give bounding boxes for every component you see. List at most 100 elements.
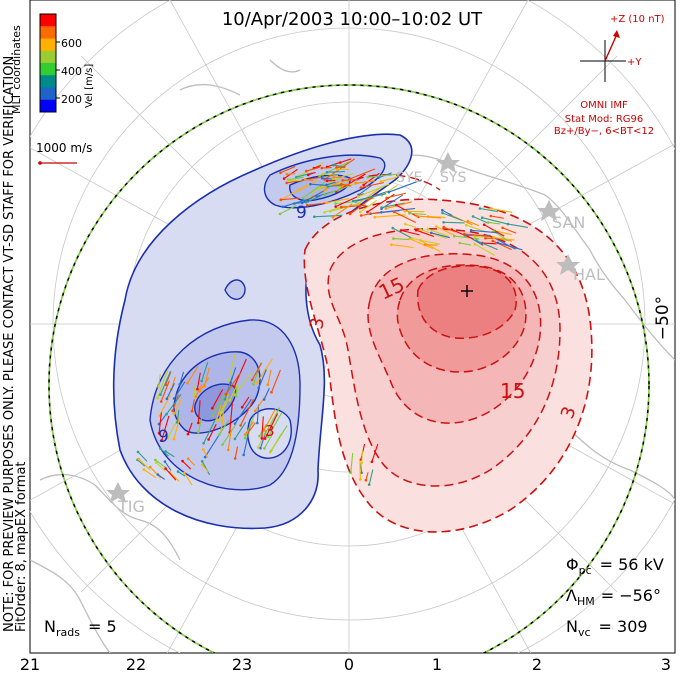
- velocity-vector-origin: [164, 467, 167, 470]
- velocity-vector: [280, 197, 300, 201]
- velocity-vector-origin: [176, 470, 180, 473]
- velocity-vector-origin: [480, 216, 484, 219]
- velocity-vector: [388, 179, 423, 193]
- velocity-vector: [202, 449, 209, 459]
- velocity-vector-origin: [426, 227, 430, 231]
- velocity-vector-origin: [156, 396, 159, 400]
- velocity-vector: [218, 419, 230, 436]
- velocity-vector: [158, 412, 162, 434]
- velocity-vector-origin: [489, 207, 493, 210]
- velocity-vector-origin: [243, 433, 247, 436]
- velocity-vector-origin: [358, 210, 362, 214]
- velocity-vector: [431, 232, 450, 239]
- velocity-vector-origin: [255, 421, 259, 425]
- vector-scale-arrow: [38, 161, 77, 165]
- velocity-vector-origin: [211, 406, 214, 410]
- velocity-vector: [220, 410, 225, 430]
- velocity-vector: [149, 466, 162, 479]
- velocity-vector-origin: [357, 195, 360, 198]
- velocity-vector: [257, 434, 265, 448]
- velocity-vector-origin: [215, 417, 218, 421]
- velocity-vector-origin: [253, 409, 257, 413]
- velocity-vector: [296, 172, 313, 178]
- velocity-vector: [492, 240, 512, 251]
- velocity-vector: [261, 416, 264, 439]
- velocity-vector-origin: [301, 196, 305, 200]
- velocity-vector: [297, 180, 319, 192]
- velocity-vector-origin: [392, 210, 396, 214]
- velocity-vector-origin: [366, 175, 370, 179]
- velocity-vector-origin: [186, 432, 190, 436]
- velocity-vector-origin: [351, 199, 355, 203]
- velocity-vector: [490, 207, 513, 213]
- velocity-vector-origin: [266, 383, 270, 387]
- velocity-vector-origin: [354, 181, 357, 185]
- velocity-vector: [165, 468, 177, 481]
- colorbar-segment: [40, 87, 56, 101]
- velocity-vector-origin: [323, 193, 327, 197]
- velocity-vector: [324, 185, 350, 196]
- velocity-vector-origin: [257, 386, 261, 390]
- velocity-vector-origin: [325, 170, 329, 174]
- velocity-vector-origin: [391, 226, 395, 230]
- velocity-vector: [436, 226, 455, 236]
- velocity-vector-origin: [323, 211, 326, 214]
- velocity-vector: [154, 459, 167, 469]
- velocity-vector: [183, 472, 193, 486]
- velocity-vector-origin: [234, 394, 238, 398]
- mlt-tick: 3: [661, 655, 671, 674]
- velocity-vector-origin: [227, 379, 230, 382]
- velocity-vector: [319, 161, 351, 177]
- velocity-vector-origin: [279, 171, 282, 175]
- velocity-vector-origin: [403, 209, 407, 213]
- velocity-vector-origin: [279, 198, 283, 201]
- velocity-vector: [322, 177, 332, 180]
- hm-boundary-green: [48, 84, 650, 653]
- velocity-vector: [280, 165, 296, 174]
- velocity-vector: [405, 223, 417, 229]
- imf-model: Stat Mod: RG96: [565, 114, 644, 125]
- velocity-vector: [385, 201, 412, 210]
- colorbar-tick: 400: [61, 65, 82, 78]
- velocity-vector-origin: [377, 176, 380, 180]
- velocity-vector-origin: [142, 468, 146, 471]
- velocity-vector: [490, 215, 504, 219]
- velocity-vector-origin: [201, 463, 204, 467]
- velocity-vector-origin: [163, 460, 167, 463]
- velocity-vector-origin: [171, 409, 174, 413]
- velocity-vector: [247, 422, 256, 434]
- velocity-vector-origin: [362, 183, 366, 187]
- velocity-vector: [479, 207, 498, 213]
- velocity-vector-origin: [332, 176, 336, 179]
- mlt-tick: 0: [344, 655, 354, 674]
- velocity-vector-origin: [466, 219, 470, 223]
- velocity-vector-origin: [349, 471, 353, 474]
- velocity-vector: [217, 398, 229, 422]
- velocity-vector: [234, 446, 239, 459]
- velocity-vector-origin: [240, 405, 244, 409]
- velocity-vector: [263, 408, 277, 431]
- velocity-vector-origin: [435, 225, 438, 228]
- velocity-vector-origin: [159, 400, 163, 403]
- velocity-vector: [350, 453, 354, 473]
- velocity-vector: [321, 167, 332, 169]
- velocity-vector-origin: [285, 181, 289, 185]
- velocity-vector: [220, 394, 230, 413]
- velocity-vector-origin: [359, 186, 363, 189]
- velocity-vector: [195, 383, 203, 397]
- svg-text:Φpc= 56 kV: Φpc = 56 kV: [566, 555, 664, 577]
- velocity-vector: [358, 183, 390, 198]
- velocity-vector-origin: [197, 431, 200, 434]
- velocity-vector: [464, 233, 491, 237]
- velocity-vector-origin: [194, 395, 198, 398]
- velocity-vector-origin: [325, 201, 328, 205]
- velocity-vector-origin: [506, 222, 510, 226]
- velocity-vector-origin: [325, 179, 329, 183]
- velocity-vector: [240, 399, 254, 426]
- velocity-vector-origin: [270, 391, 273, 394]
- velocity-vector-origin: [478, 207, 482, 210]
- mlt-tick: 21: [20, 655, 40, 674]
- velocity-vector: [301, 190, 324, 204]
- velocity-vector: [482, 217, 509, 225]
- velocity-vector: [333, 164, 346, 168]
